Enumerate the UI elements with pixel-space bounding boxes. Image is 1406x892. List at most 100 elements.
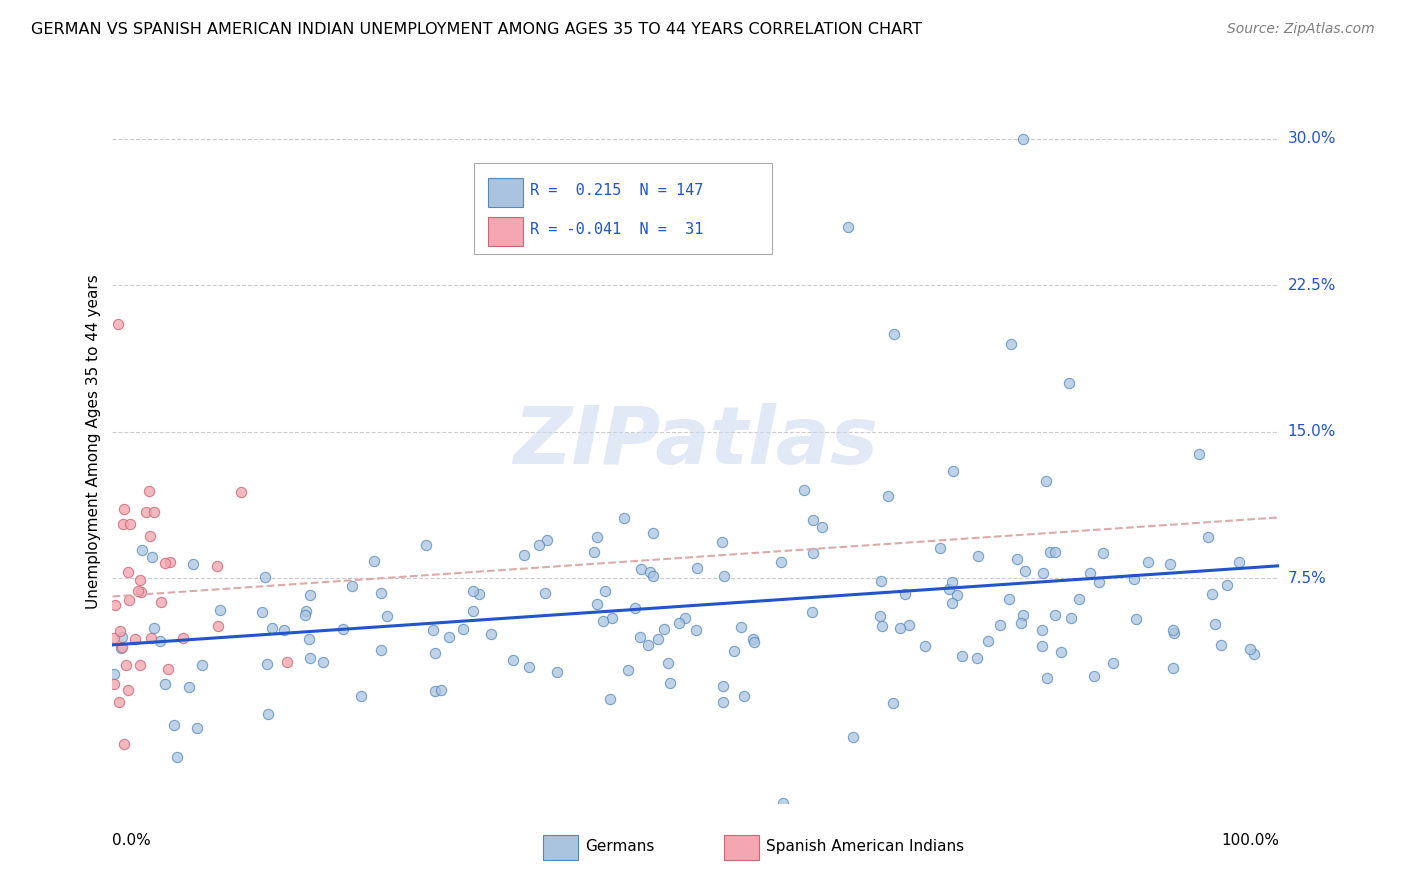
Point <box>143 505 166 519</box>
Point <box>613 511 636 525</box>
Point <box>422 623 444 637</box>
Point <box>1211 638 1233 652</box>
Point <box>713 569 735 583</box>
Point <box>894 587 917 601</box>
Point <box>801 605 824 619</box>
Point <box>942 464 965 478</box>
Point <box>181 558 204 572</box>
Point <box>1045 607 1067 622</box>
Point <box>1197 530 1219 544</box>
Point <box>1010 616 1032 631</box>
Point <box>1031 639 1053 653</box>
Point <box>673 610 696 624</box>
Point <box>592 615 614 629</box>
Point <box>350 690 373 704</box>
Point <box>1035 474 1057 488</box>
Point <box>1204 616 1226 631</box>
Point <box>139 529 162 543</box>
Point <box>112 516 135 531</box>
Point <box>877 489 900 503</box>
Point <box>139 632 162 646</box>
Text: Germans: Germans <box>585 838 654 854</box>
Point <box>1039 544 1062 558</box>
Point <box>127 583 149 598</box>
Point <box>111 631 134 645</box>
Point <box>945 588 967 602</box>
Point <box>423 684 446 698</box>
Point <box>294 607 316 622</box>
Point <box>205 559 228 574</box>
Point <box>149 634 172 648</box>
Point <box>159 555 181 569</box>
Point <box>889 620 911 634</box>
Point <box>107 318 129 332</box>
Point <box>742 635 765 649</box>
Text: Source: ZipAtlas.com: Source: ZipAtlas.com <box>1227 22 1375 37</box>
Point <box>616 663 638 677</box>
Point <box>733 689 755 703</box>
Point <box>166 750 188 764</box>
Point <box>1159 558 1181 572</box>
Point <box>668 616 690 631</box>
Point <box>1050 645 1073 659</box>
Point <box>801 546 824 560</box>
Point <box>294 604 316 618</box>
Point <box>536 533 558 548</box>
Point <box>641 569 664 583</box>
Text: 100.0%: 100.0% <box>1222 833 1279 848</box>
Point <box>163 718 186 732</box>
Point <box>1059 376 1081 390</box>
Point <box>298 632 321 646</box>
Point <box>156 662 179 676</box>
Point <box>117 566 139 580</box>
Point <box>153 556 176 570</box>
Point <box>600 610 623 624</box>
Point <box>1123 573 1146 587</box>
Point <box>870 619 893 633</box>
Text: 7.5%: 7.5% <box>1288 571 1326 586</box>
Point <box>685 623 707 637</box>
Point <box>546 665 568 680</box>
Point <box>914 639 936 653</box>
Point <box>153 676 176 690</box>
Point <box>209 602 232 616</box>
Point <box>1078 566 1101 581</box>
Point <box>711 535 734 549</box>
Point <box>103 677 125 691</box>
Point <box>110 624 132 638</box>
Text: Spanish American Indians: Spanish American Indians <box>766 838 965 854</box>
Point <box>1060 611 1083 625</box>
Point <box>585 530 607 544</box>
Point <box>131 543 153 558</box>
Point <box>468 587 491 601</box>
Point <box>929 541 952 555</box>
Point <box>533 586 555 600</box>
Point <box>112 737 135 751</box>
Point <box>723 644 745 658</box>
Point <box>229 484 252 499</box>
Point <box>124 632 146 646</box>
Point <box>998 592 1021 607</box>
Point <box>630 562 652 576</box>
Point <box>977 633 1000 648</box>
Point <box>599 691 621 706</box>
Point <box>898 617 921 632</box>
Point <box>103 667 125 681</box>
Point <box>870 574 893 588</box>
Point <box>837 219 859 234</box>
Point <box>1201 587 1223 601</box>
Text: 15.0%: 15.0% <box>1288 425 1336 439</box>
Point <box>340 579 363 593</box>
Point <box>117 592 139 607</box>
Point <box>117 682 139 697</box>
Point <box>129 585 152 599</box>
Point <box>142 621 165 635</box>
Point <box>657 656 679 670</box>
Point <box>370 586 392 600</box>
Point <box>624 600 647 615</box>
Point <box>628 630 651 644</box>
Point <box>711 679 734 693</box>
Y-axis label: Unemployment Among Ages 35 to 44 years: Unemployment Among Ages 35 to 44 years <box>86 274 101 609</box>
Point <box>186 721 208 735</box>
Point <box>1014 565 1036 579</box>
